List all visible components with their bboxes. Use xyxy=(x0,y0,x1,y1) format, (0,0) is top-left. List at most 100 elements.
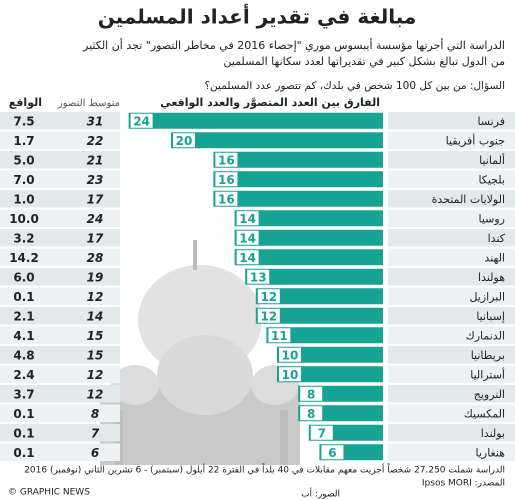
country-label: المكسيك xyxy=(464,407,505,420)
country-label: بلجيكا xyxy=(478,173,505,186)
row-band xyxy=(0,424,120,442)
country-label: بولندا xyxy=(481,427,505,440)
perceived-header: متوسط التصور xyxy=(57,98,120,109)
bar-label: 16 xyxy=(218,192,235,206)
bar-label: 16 xyxy=(218,153,235,167)
bar-header: الفارق بين العدد المتصوَّر والعدد الواقع… xyxy=(160,96,380,109)
perceived-value: 21 xyxy=(87,153,104,167)
actual-value: 3.2 xyxy=(13,231,34,245)
row-band xyxy=(388,248,515,266)
perceived-value: 17 xyxy=(87,231,104,245)
actual-value: 2.1 xyxy=(13,309,34,323)
bar-label-box xyxy=(215,152,238,167)
country-label: أستراليا xyxy=(470,367,505,381)
country-label: البرازيل xyxy=(469,290,505,303)
title: مبالغة في تقدير أعداد المسلمين xyxy=(98,3,417,30)
perceived-value: 28 xyxy=(87,251,104,265)
country-label: النرويج xyxy=(474,388,505,401)
row-band xyxy=(388,112,515,130)
bar-label-box xyxy=(236,250,259,265)
country-label: جنوب أفريقيا xyxy=(446,133,505,147)
row-band xyxy=(388,151,515,169)
actual-value: 10.0 xyxy=(9,212,39,226)
bar-label-box xyxy=(300,386,323,401)
bar-label: 14 xyxy=(239,251,256,265)
country-label: فرنسا xyxy=(477,115,505,128)
bar-label-box xyxy=(257,289,280,304)
bar-label: 14 xyxy=(239,212,256,226)
bar xyxy=(255,307,383,324)
note: الدراسة شملت 27.250 شخصاً أجريت معهم مقا… xyxy=(24,463,505,476)
bar-label: 10 xyxy=(282,348,299,362)
bar-label-box xyxy=(321,445,344,460)
bar-label: 24 xyxy=(133,114,150,128)
perceived-value: 19 xyxy=(87,270,104,284)
bar xyxy=(277,346,383,363)
bar-label-box xyxy=(236,211,259,226)
row-band xyxy=(388,170,515,188)
subtitle: من الدول تبالغ بشكل كبير في تقديراتها لع… xyxy=(223,55,505,68)
bar-label: 16 xyxy=(218,173,235,187)
bar-label-box xyxy=(310,425,333,440)
row-band xyxy=(0,229,120,247)
actual-value: 7.0 xyxy=(13,173,34,187)
actual-value: 0.1 xyxy=(13,290,34,304)
bar-label: 7 xyxy=(318,426,326,440)
bar-label-box xyxy=(279,347,301,362)
country-label: هنغاريا xyxy=(475,446,505,459)
bar-label-box xyxy=(173,133,195,148)
bar-label-box xyxy=(130,113,153,128)
bar xyxy=(128,112,383,129)
row-band xyxy=(388,443,515,461)
bar-label-box xyxy=(236,230,259,245)
perceived-value: 23 xyxy=(87,173,104,187)
subtitle: الدراسة التي أجرتها مؤسسة أيبسوس موري "إ… xyxy=(82,38,505,52)
credit: © GRAPHIC NEWS xyxy=(8,488,90,498)
row-band xyxy=(0,326,120,344)
bar xyxy=(213,171,383,188)
row-band xyxy=(0,287,120,305)
bar xyxy=(234,249,383,266)
row-band xyxy=(388,307,515,325)
bar-label-box xyxy=(279,367,301,382)
actual-value: 6.0 xyxy=(13,270,34,284)
actual-value: 4.8 xyxy=(13,348,34,362)
row-band xyxy=(0,209,120,227)
bar-label: 11 xyxy=(271,329,288,343)
row-band xyxy=(388,131,515,149)
country-label: بريطانيا xyxy=(471,349,505,362)
bar-label-box xyxy=(247,269,270,284)
perceived-value: 6 xyxy=(91,446,99,460)
country-label: الدنمارك xyxy=(466,329,505,342)
country-label: ألمانيا xyxy=(479,153,505,167)
row-band xyxy=(388,424,515,442)
bar-label: 14 xyxy=(239,231,256,245)
row-band xyxy=(388,365,515,383)
perceived-value: 15 xyxy=(87,348,104,362)
bar xyxy=(171,132,383,149)
row-band xyxy=(0,268,120,286)
perceived-value: 24 xyxy=(87,212,104,226)
bar xyxy=(245,268,383,285)
row-band xyxy=(0,248,120,266)
actual-value: 1.0 xyxy=(13,192,34,206)
mosque-illustration xyxy=(100,240,300,465)
question: السؤال: من بين كل 100 شخص في بلدك، كم تت… xyxy=(204,80,505,92)
bar-label-box xyxy=(215,191,238,206)
bar-label: 12 xyxy=(260,290,277,304)
row-band xyxy=(388,229,515,247)
row-band xyxy=(0,151,120,169)
country-label: كندا xyxy=(488,232,506,245)
perceived-value: 8 xyxy=(91,407,99,421)
bar-label: 13 xyxy=(250,270,267,284)
row-band xyxy=(0,365,120,383)
bar xyxy=(255,288,383,305)
row-band xyxy=(0,346,120,364)
row-band xyxy=(0,170,120,188)
bar xyxy=(234,210,383,227)
actual-header: الواقع xyxy=(9,96,42,109)
country-label: الولايات المتحدة xyxy=(432,193,505,206)
perceived-value: 22 xyxy=(87,134,104,148)
perceived-value: 12 xyxy=(87,387,104,401)
bar xyxy=(213,151,383,168)
